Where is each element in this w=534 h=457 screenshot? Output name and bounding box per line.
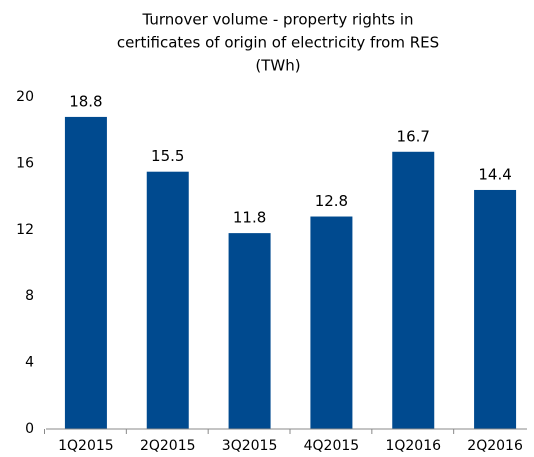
data-label: 15.5: [151, 147, 184, 165]
x-tick-label: 3Q2015: [222, 438, 278, 454]
data-label: 16.7: [397, 127, 430, 145]
bar: [146, 171, 189, 429]
y-tick-label: 0: [25, 421, 34, 437]
bar: [64, 116, 107, 430]
y-tick-label: 20: [16, 89, 34, 105]
chart-title: (TWh): [255, 57, 300, 75]
x-tick-label: 2Q2015: [140, 438, 196, 454]
data-label: 18.8: [69, 92, 102, 110]
x-tick-label: 1Q2015: [58, 438, 114, 454]
y-tick-label: 8: [25, 288, 34, 304]
x-tick-label: 1Q2016: [385, 438, 441, 454]
data-label: 12.8: [315, 192, 348, 210]
y-tick-label: 4: [25, 355, 34, 371]
chart-title: Turnover volume - property rights in: [141, 11, 413, 29]
bar: [474, 189, 517, 429]
chart-title: certificates of origin of electricity fr…: [117, 34, 439, 52]
data-label: 11.8: [233, 209, 266, 227]
x-tick-label: 4Q2015: [304, 438, 360, 454]
bar: [228, 233, 271, 429]
bar: [392, 151, 435, 429]
y-tick-label: 16: [16, 155, 34, 171]
bar: [310, 216, 353, 429]
data-label: 14.4: [478, 165, 511, 183]
y-tick-label: 12: [16, 222, 34, 238]
x-tick-label: 2Q2016: [467, 438, 523, 454]
